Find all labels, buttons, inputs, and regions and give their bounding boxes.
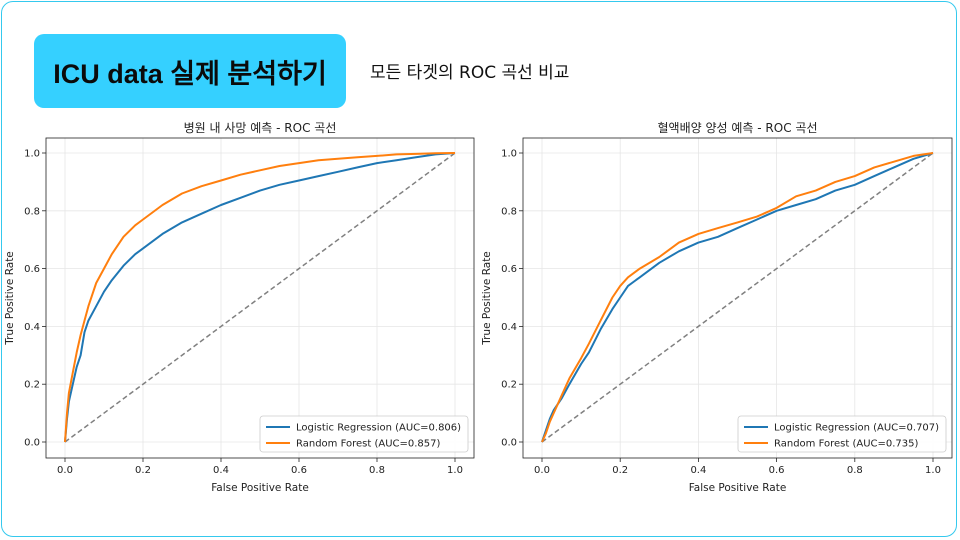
- legend-label: Logistic Regression (AUC=0.707): [774, 423, 939, 434]
- random-forest-roc-line: [64, 152, 456, 443]
- page-subtitle: 모든 타겟의 ROC 곡선 비교: [370, 63, 570, 83]
- title-badge: ICU data 실제 분석하기: [34, 34, 346, 108]
- y-tick-label: 0.8: [501, 206, 517, 217]
- x-axis-label: False Positive Rate: [689, 482, 787, 494]
- y-tick-label: 1.0: [501, 149, 517, 160]
- chart-title: 혈액배양 양성 예측 - ROC 곡선: [658, 121, 818, 135]
- legend: [737, 415, 947, 453]
- legend-label: Random Forest (AUC=0.857): [296, 439, 440, 450]
- y-tick-label: 0.2: [501, 380, 517, 391]
- x-tick-label: 0.8: [847, 465, 863, 476]
- y-tick-label: 0.0: [501, 438, 517, 449]
- x-tick-label: 0.8: [369, 465, 385, 476]
- x-tick-label: 0.0: [534, 465, 550, 476]
- y-axis-label: True Positive Rate: [481, 251, 493, 346]
- y-tick-label: 0.6: [24, 264, 40, 275]
- x-tick-label: 0.6: [769, 465, 785, 476]
- random-forest-roc-line: [541, 152, 934, 443]
- y-tick-label: 0.0: [24, 438, 40, 449]
- x-tick-label: 0.6: [291, 465, 307, 476]
- x-tick-label: 0.0: [57, 465, 73, 476]
- x-tick-label: 0.4: [213, 465, 229, 476]
- x-tick-label: 0.4: [690, 465, 706, 476]
- logistic-regression-roc-line: [64, 152, 456, 443]
- x-tick-label: 1.0: [447, 465, 463, 476]
- y-tick-label: 1.0: [24, 149, 40, 160]
- x-tick-label: 0.2: [135, 465, 151, 476]
- y-tick-label: 0.2: [24, 380, 40, 391]
- y-tick-label: 0.4: [501, 322, 517, 333]
- logistic-regression-roc-line: [541, 152, 934, 443]
- plot-frame: [522, 137, 953, 459]
- y-tick-label: 0.4: [24, 322, 40, 333]
- x-tick-label: 0.2: [612, 465, 628, 476]
- chance-diagonal-line: [541, 152, 934, 443]
- legend-label: Random Forest (AUC=0.735): [774, 439, 918, 450]
- legend-label: Logistic Regression (AUC=0.806): [296, 423, 461, 434]
- y-tick-label: 0.6: [501, 264, 517, 275]
- y-axis-label: True Positive Rate: [4, 251, 16, 346]
- legend: [259, 415, 469, 453]
- chance-diagonal-line: [64, 152, 456, 443]
- y-tick-label: 0.8: [24, 206, 40, 217]
- x-axis-label: False Positive Rate: [211, 482, 309, 494]
- x-tick-label: 1.0: [925, 465, 941, 476]
- plot-frame: [45, 137, 475, 459]
- chart-title: 병원 내 사망 예측 - ROC 곡선: [184, 121, 337, 135]
- page-title: ICU data 실제 분석하기: [53, 58, 327, 89]
